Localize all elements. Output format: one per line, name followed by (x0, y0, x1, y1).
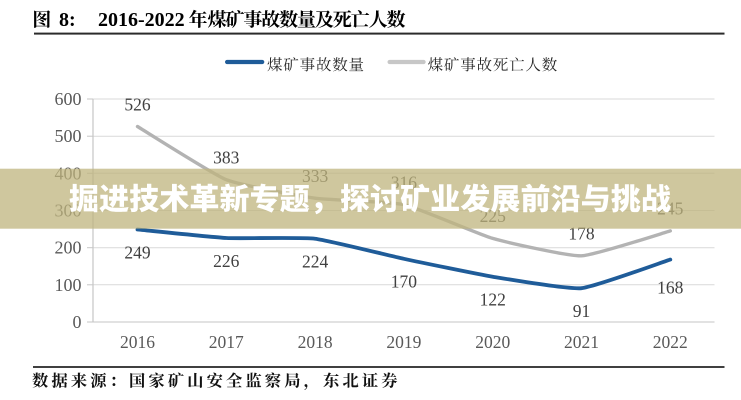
svg-text:249: 249 (124, 242, 151, 262)
svg-text:2018: 2018 (298, 332, 333, 352)
svg-text:2016: 2016 (120, 332, 155, 352)
svg-text:600: 600 (55, 89, 82, 109)
svg-text:2017: 2017 (209, 332, 244, 352)
svg-text:168: 168 (657, 277, 684, 297)
svg-text:2019: 2019 (386, 332, 421, 352)
svg-text:383: 383 (213, 148, 240, 168)
svg-text:122: 122 (480, 290, 506, 310)
svg-text:500: 500 (55, 126, 82, 146)
svg-text:526: 526 (124, 94, 151, 114)
svg-text:170: 170 (391, 272, 418, 292)
svg-text:2020: 2020 (475, 332, 510, 352)
svg-text:224: 224 (302, 252, 329, 272)
svg-text:91: 91 (573, 301, 591, 321)
svg-text:226: 226 (213, 251, 240, 271)
svg-text:2022: 2022 (653, 332, 688, 352)
svg-text:0: 0 (73, 312, 82, 332)
svg-text:100: 100 (55, 275, 82, 295)
svg-text:200: 200 (55, 238, 82, 258)
svg-text:2021: 2021 (564, 332, 599, 352)
svg-text:8: 2016-2022: 8: 2016-2022 (59, 9, 185, 31)
